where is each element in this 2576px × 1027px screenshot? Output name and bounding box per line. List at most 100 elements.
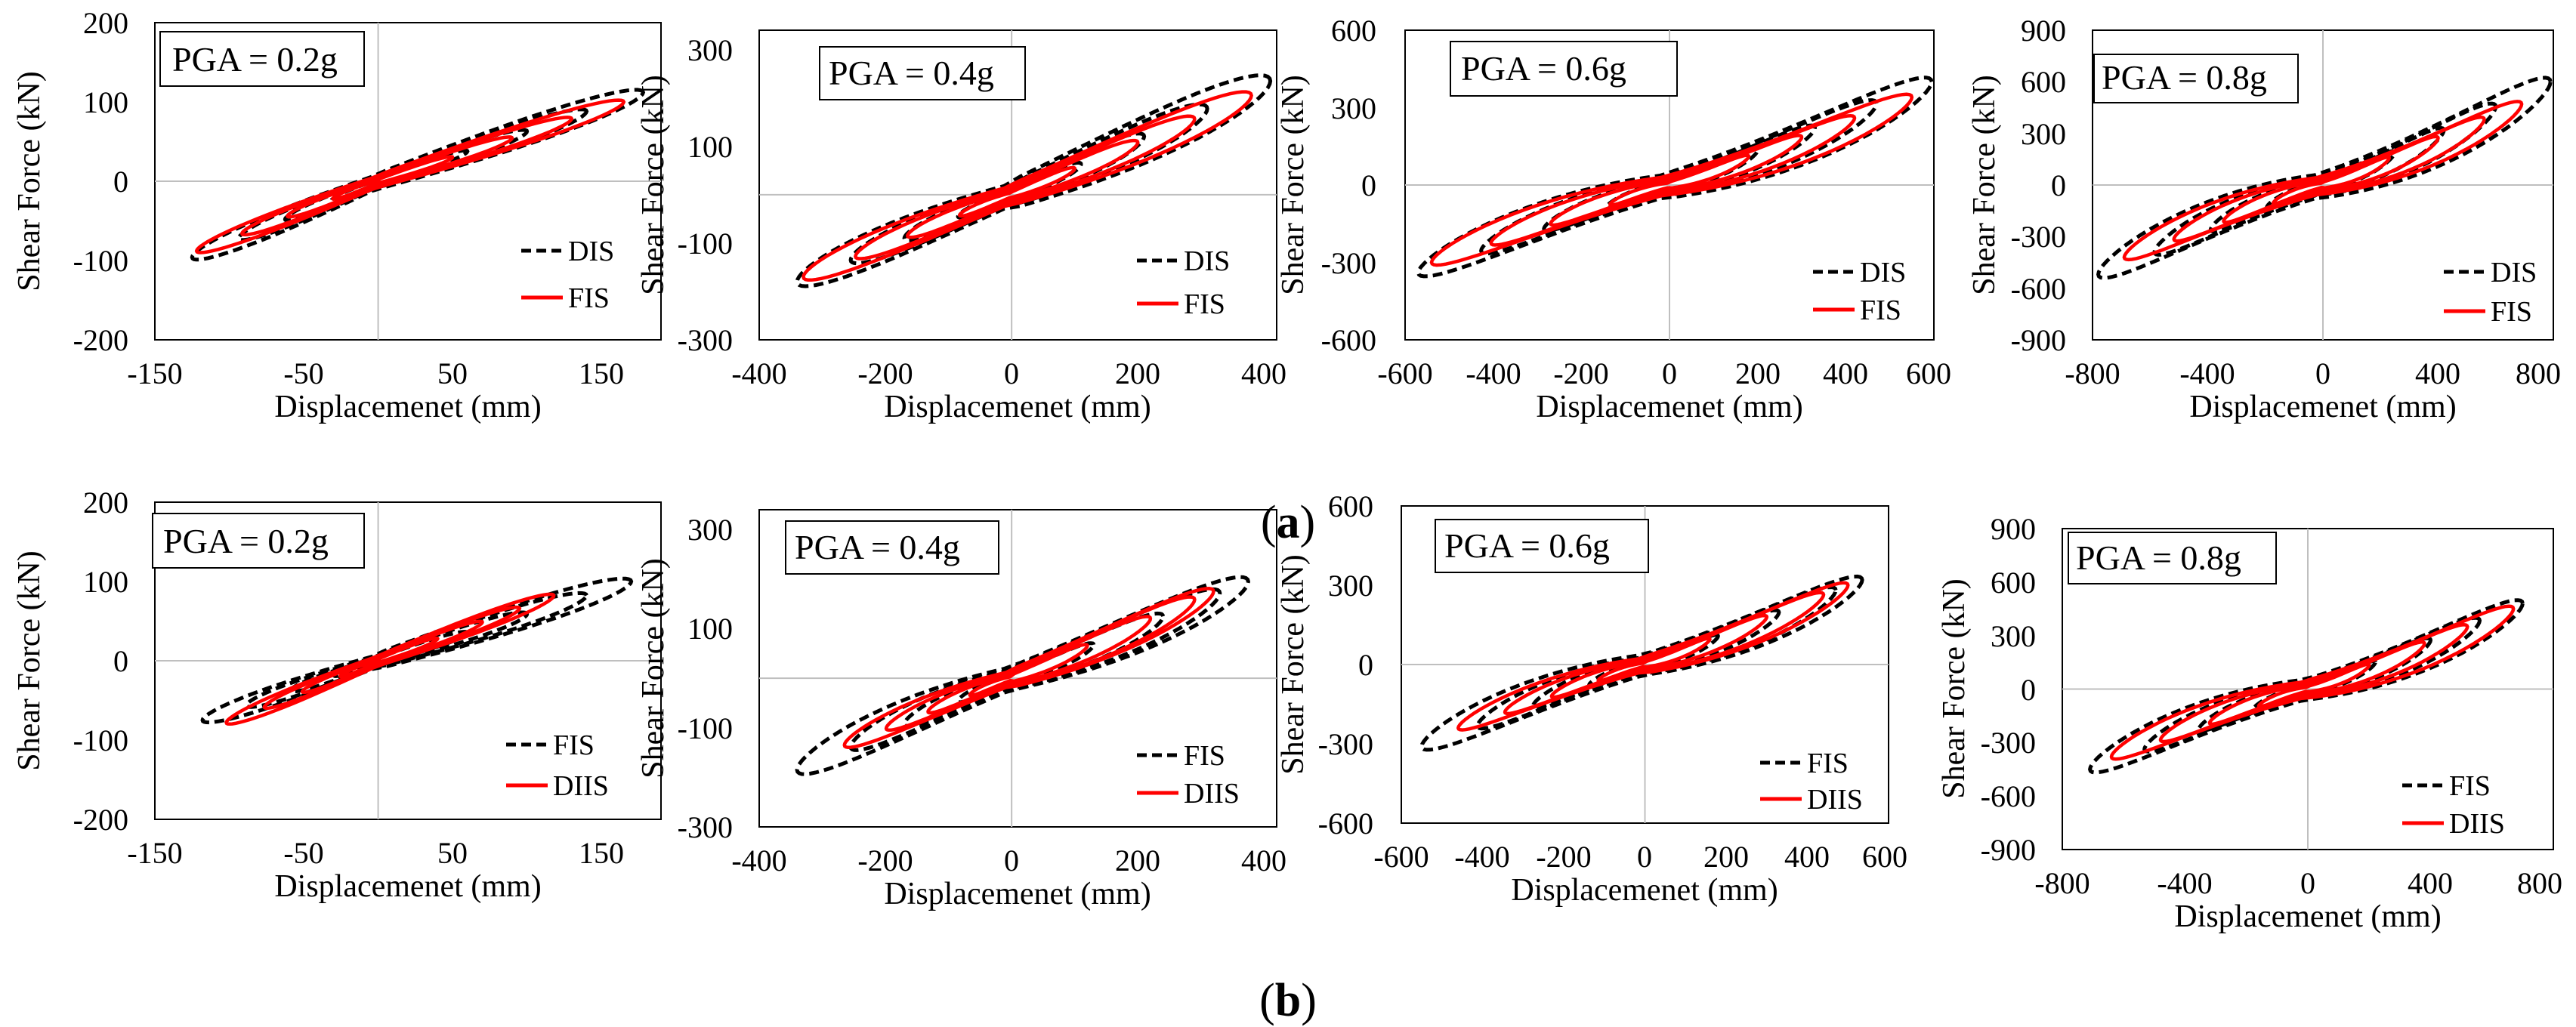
hysteresis-loop (902, 131, 1147, 242)
x-axis-label: Displacemenet (mm) (1511, 873, 1778, 908)
x-tick-label: 800 (2516, 356, 2561, 390)
series-diis (1456, 581, 1850, 732)
x-tick-label: 0 (1004, 843, 1019, 877)
x-tick-label: -800 (2065, 356, 2120, 390)
x-tick-label: 0 (1637, 840, 1652, 874)
x-tick-label: 150 (579, 836, 624, 870)
y-axis-label: Shear Force (kN) (1967, 75, 2002, 295)
y-tick-label: 600 (1991, 566, 2036, 600)
legend-label-solid: FIS (2491, 296, 2532, 328)
row-b-caption-letter: b (1275, 975, 1301, 1026)
chart-panel-a4: PGA = 0.8g -900 -600 -300 0 300 600 900 … (1967, 14, 2561, 424)
y-axis-label: Shear Force (kN) (12, 71, 47, 291)
row-b-caption: (b) (1259, 975, 1317, 1026)
y-tick-label: -300 (1318, 727, 1373, 761)
pga-label: PGA = 0.2g (163, 522, 329, 560)
y-tick-label: 100 (83, 565, 128, 599)
legend-label-dashed: FIS (1807, 748, 1849, 779)
legend-label-solid: DIIS (1184, 778, 1240, 810)
x-tick-label: -400 (731, 356, 786, 390)
series-layer (2096, 76, 2553, 280)
y-axis-label: Shear Force (kN) (1276, 554, 1311, 775)
series-layer (2088, 598, 2525, 775)
y-tick-label: 200 (83, 6, 128, 40)
y-tick-label: -900 (2011, 323, 2066, 357)
y-tick-label: 200 (83, 486, 128, 520)
y-tick-label: 100 (687, 612, 733, 646)
y-tick-label: -100 (678, 227, 733, 261)
legend-label-solid: FIS (1860, 295, 1901, 326)
chart-panel-a3: PGA = 0.6g -600 -300 0 300 600 -600 -400… (1276, 14, 1951, 424)
series-layer (795, 575, 1250, 776)
pga-label-box (2093, 54, 2299, 103)
series-layer (190, 88, 646, 262)
y-tick-label: -300 (1981, 726, 2036, 760)
hysteresis-loop (802, 90, 1253, 282)
pga-label-box (1435, 519, 1649, 573)
y-tick-label: -300 (1321, 246, 1376, 280)
x-tick-label: 400 (1823, 356, 1868, 390)
plot-frame (758, 29, 1277, 341)
hysteresis-loop (854, 114, 1197, 261)
x-tick-label: 800 (2517, 866, 2562, 900)
x-tick-label: -600 (1377, 356, 1432, 390)
hysteresis-loop (957, 165, 1077, 218)
x-tick-label: 0 (1662, 356, 1677, 390)
hysteresis-loop (224, 592, 556, 726)
hysteresis-loop (2096, 76, 2553, 280)
y-tick-label: 0 (1361, 168, 1376, 202)
y-tick-label: 0 (1358, 648, 1373, 682)
y-tick-label: 600 (1331, 14, 1376, 48)
legend-label-dashed: FIS (2449, 770, 2491, 802)
legend-label-dashed: DIS (1860, 257, 1906, 288)
pga-label-box (2068, 532, 2277, 584)
y-tick-label: -100 (73, 244, 128, 278)
legend-label-solid: DIIS (553, 770, 609, 802)
x-axis-label: Displacemenet (mm) (274, 869, 541, 904)
hysteresis-loop (2122, 100, 2524, 262)
series-fis (2122, 100, 2524, 262)
x-tick-label: 200 (1735, 356, 1781, 390)
pga-label-box (819, 46, 1026, 100)
zero-lines (2062, 529, 2553, 850)
x-tick-label: 600 (1906, 356, 1951, 390)
legend-label-dashed: DIS (2491, 257, 2537, 288)
series-diis (842, 587, 1215, 750)
hysteresis-loop (968, 643, 1089, 698)
y-tick-label: 300 (1328, 569, 1373, 603)
hysteresis-loop (1416, 76, 1934, 279)
y-tick-label: 0 (2021, 673, 2036, 707)
y-tick-label: -600 (1981, 779, 2036, 813)
y-tick-label: -100 (678, 711, 733, 745)
y-axis-label: Shear Force (kN) (12, 551, 47, 771)
x-tick-label: -800 (2034, 866, 2090, 900)
x-tick-label: 400 (1241, 356, 1286, 390)
legend-label-dashed: FIS (553, 729, 595, 761)
plot-frame (758, 509, 1277, 828)
x-tick-label: -400 (2179, 356, 2235, 390)
x-tick-label: 200 (1703, 840, 1749, 874)
pga-label-box (1450, 41, 1678, 97)
x-tick-label: -200 (857, 843, 913, 877)
series-diis (224, 592, 556, 726)
x-tick-label: -200 (857, 356, 913, 390)
x-tick-label: -50 (283, 356, 323, 390)
pga-label-box (159, 31, 365, 87)
x-axis-label: Displacemenet (mm) (884, 390, 1151, 424)
row-a-caption-letter: a (1277, 497, 1300, 548)
hysteresis-loop (2088, 598, 2525, 775)
x-tick-label: 0 (2300, 866, 2315, 900)
hysteresis-loop (795, 73, 1273, 288)
x-tick-label: -200 (1536, 840, 1591, 874)
chart-panel-a2: PGA = 0.4g -300 -100 100 300 -400 -200 0… (636, 29, 1286, 424)
y-axis-label: Shear Force (kN) (1937, 578, 1972, 799)
x-axis-label: Displacemenet (mm) (1536, 390, 1802, 424)
x-tick-label: 400 (2415, 356, 2460, 390)
series-layer (795, 73, 1273, 288)
legend-label-solid: FIS (1184, 288, 1225, 320)
legend-label-dashed: DIS (1184, 245, 1230, 277)
y-axis-label: Shear Force (kN) (1276, 75, 1311, 295)
x-tick-label: 400 (1241, 843, 1286, 877)
hysteresis-loop (848, 102, 1209, 266)
x-axis-label: Displacemenet (mm) (2174, 899, 2441, 934)
